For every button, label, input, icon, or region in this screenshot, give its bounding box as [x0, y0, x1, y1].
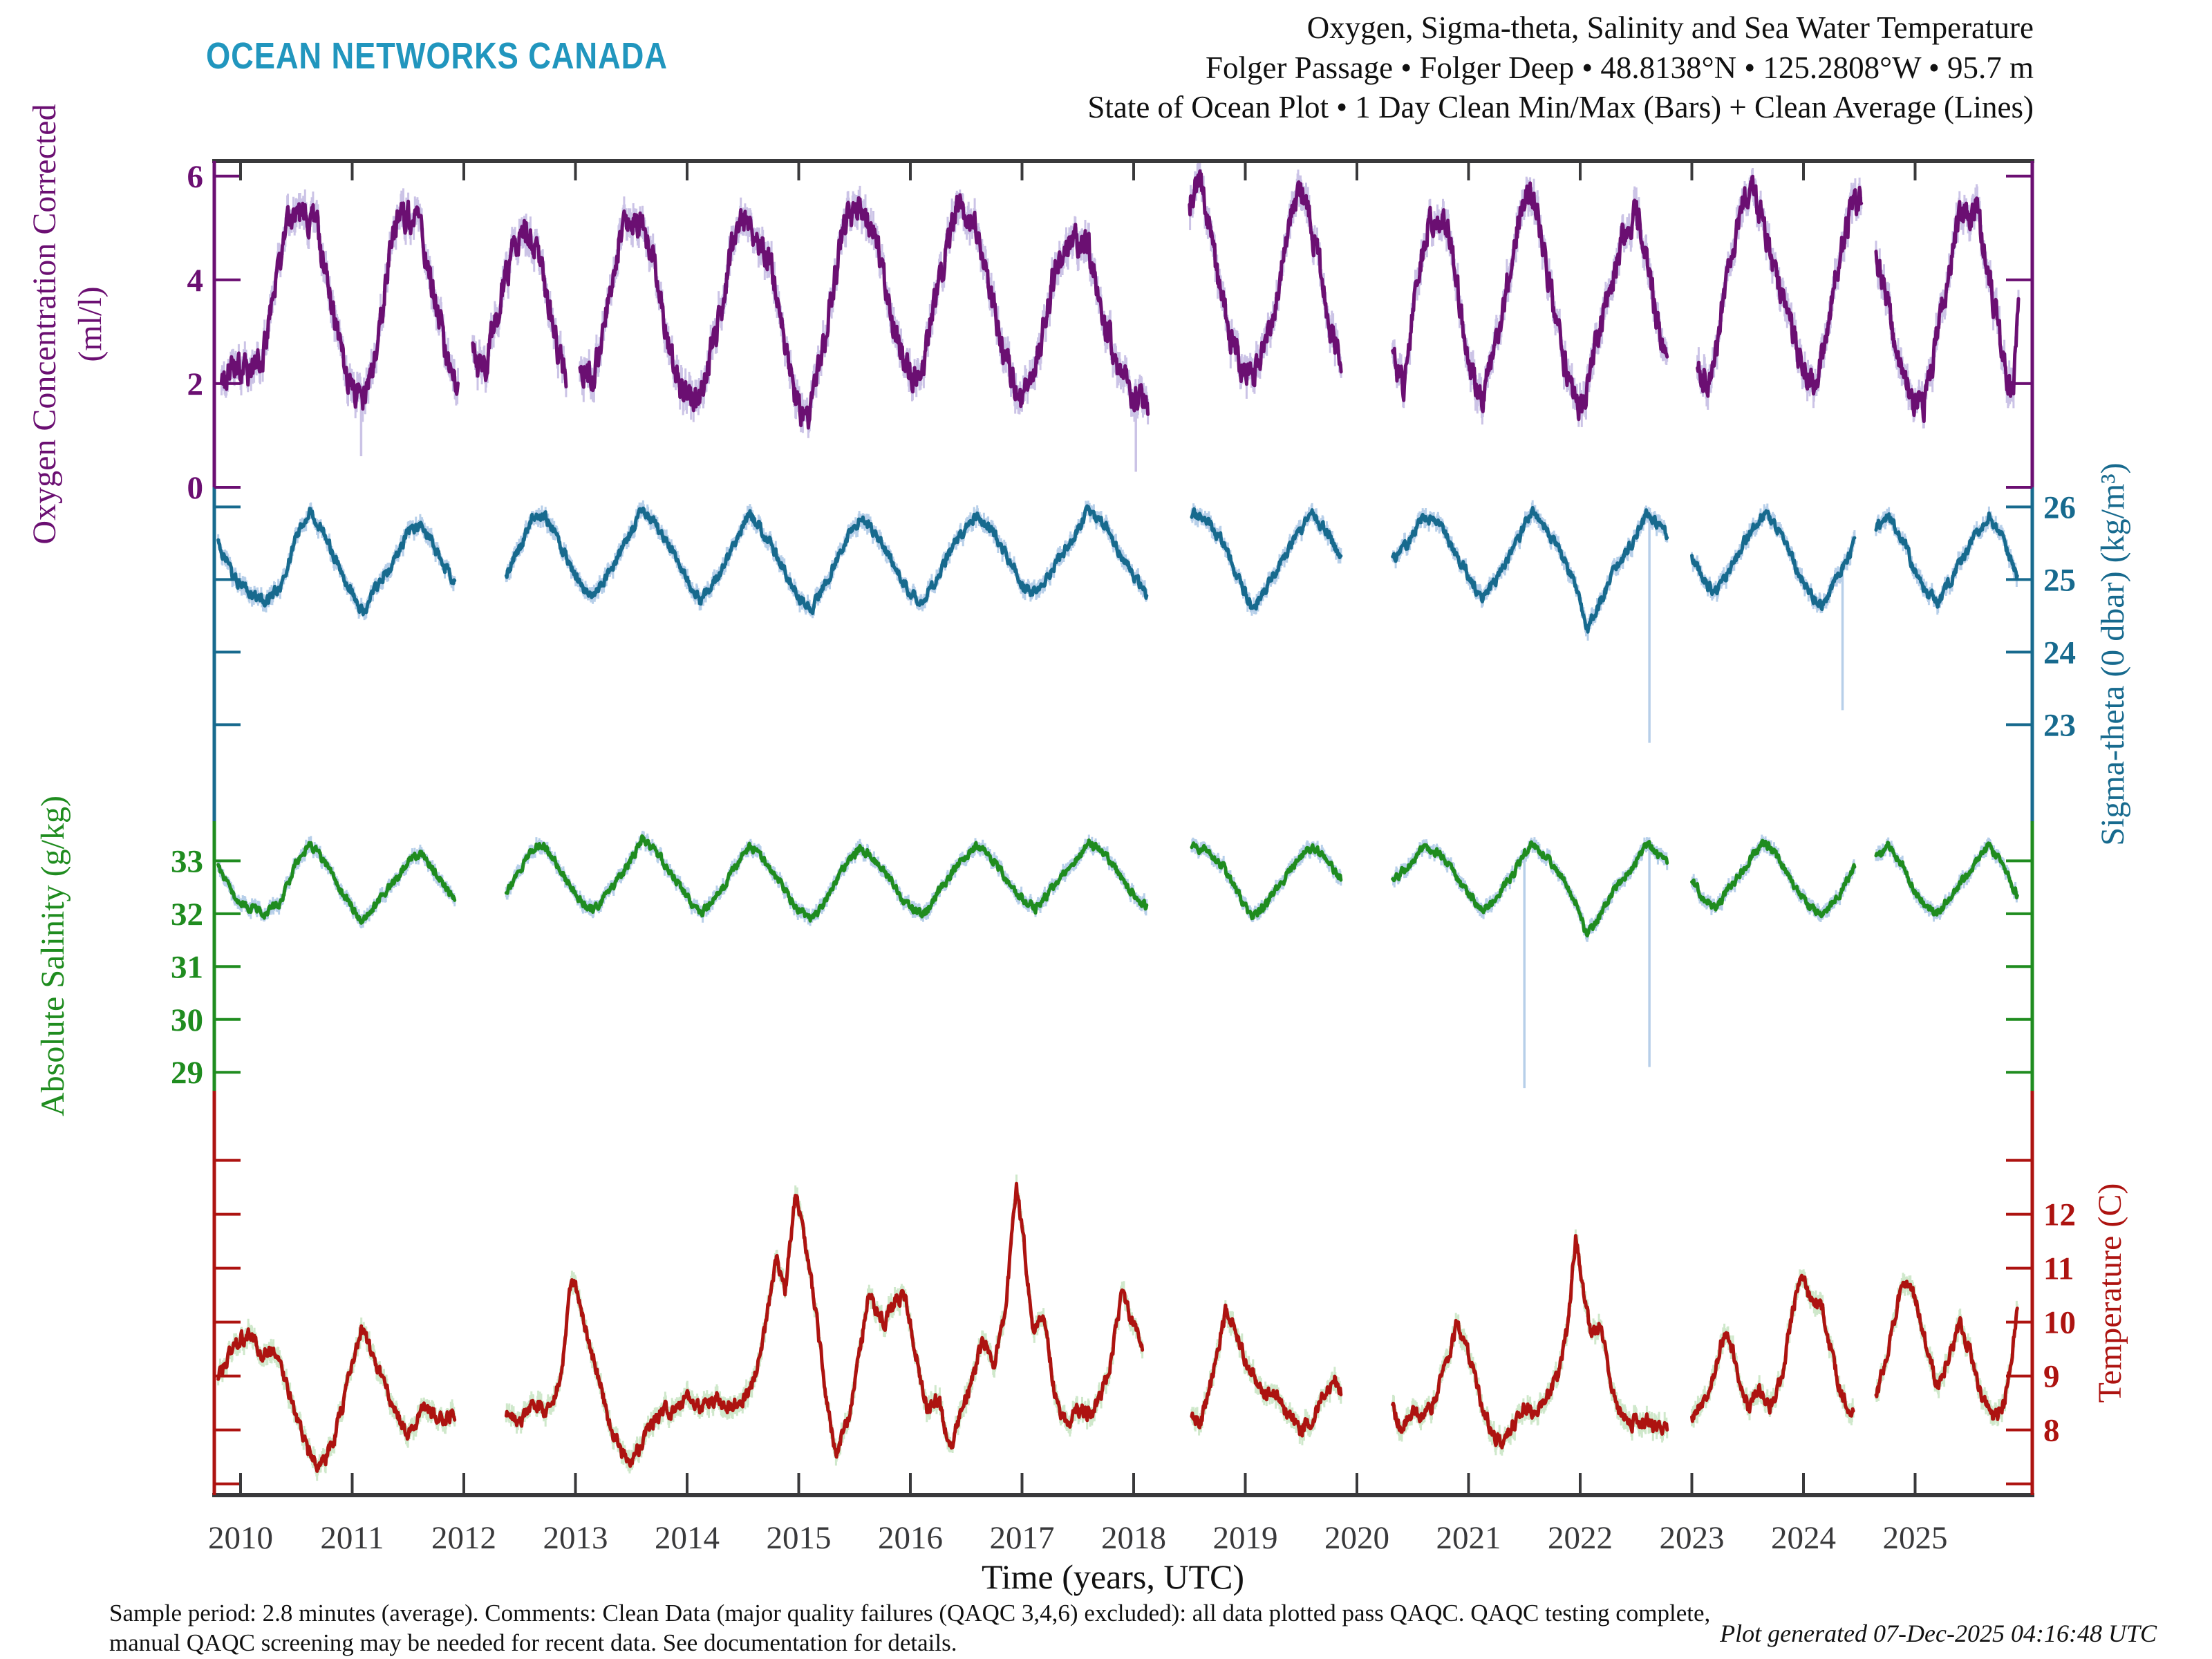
tick-label-oxygen: 0: [187, 470, 204, 506]
minmax-bars-temperature: [217, 1174, 2018, 1481]
axis-title-text-salinity: Absolute Salinity (g/kg): [35, 796, 71, 1116]
axis-title-temperature: Temperature (C): [2092, 1183, 2128, 1403]
tick-label-temperature: 10: [2043, 1305, 2076, 1341]
x-axis: 2010 2011 2012 2013 2014 2015 2016 2017 2018 2019…: [208, 161, 1948, 1596]
minmax-bars-sigma-theta: [217, 500, 2018, 641]
tick-label-salinity: 30: [171, 1002, 203, 1038]
plot-title-variables: Oxygen, Sigma-theta, Salinity and Sea Wa…: [1306, 10, 2034, 45]
axis-title-oxygen: (ml/l): [72, 286, 109, 362]
axis-title-text-temperature: Temperature (C): [2092, 1183, 2128, 1403]
year-label: 2025: [1883, 1520, 1948, 1556]
tick-label-salinity: 32: [171, 897, 203, 932]
series-oxygen: [220, 163, 2021, 472]
average-line-temperature: [216, 1181, 2019, 1473]
y-axis-oxygen: 6 4 2 0: [187, 159, 2032, 506]
tick-label-salinity: 31: [171, 949, 203, 985]
tick-label-salinity: 29: [171, 1055, 203, 1091]
qaqc-comments-line2: manual QAQC screening may be needed for …: [109, 1629, 957, 1657]
plot-title-location: Folger Passage • Folger Deep • 48.8138°N…: [1205, 50, 2034, 85]
year-label: 2013: [543, 1520, 608, 1556]
plot-frame: [212, 159, 2034, 1497]
plot-generated-timestamp: Plot generated 07-Dec-2025 04:16:48 UTC: [1720, 1620, 2157, 1647]
year-label: 2023: [1660, 1520, 1725, 1556]
average-line-oxygen: [220, 169, 2021, 430]
year-label: 2015: [767, 1520, 832, 1556]
year-label: 2020: [1324, 1520, 1389, 1556]
y-axis-temperature: 12 11 10 9 8: [214, 1159, 2076, 1485]
qaqc-comments: Sample period: 2.8 minutes (average). Co…: [109, 1598, 1710, 1658]
tick-label-temperature: 12: [2043, 1197, 2076, 1233]
year-label: 2010: [208, 1520, 273, 1556]
average-line-sigma-theta: [216, 504, 2019, 634]
x-axis-title: Time (years, UTC): [982, 1557, 1244, 1596]
tick-label-sigma-theta: 24: [2043, 635, 2076, 671]
tick-label-oxygen: 4: [187, 263, 204, 299]
axis-title-oxygen: Oxygen Concentration Corrected: [26, 104, 63, 544]
ocean-networks-canada-logo: OCEAN NETWORKS CANADA: [206, 35, 668, 77]
tick-label-temperature: 11: [2043, 1251, 2074, 1287]
year-label: 2019: [1213, 1520, 1278, 1556]
year-label: 2022: [1548, 1520, 1613, 1556]
tick-label-temperature: 8: [2043, 1413, 2060, 1449]
year-label: 2011: [320, 1520, 384, 1556]
year-label: 2016: [878, 1520, 943, 1556]
tick-label-oxygen: 2: [187, 366, 204, 402]
axis-title-salinity: Absolute Salinity (g/kg): [35, 796, 71, 1116]
series-temperature: [216, 1174, 2019, 1481]
year-label: 2021: [1436, 1520, 1501, 1556]
qaqc-comments-line1: Sample period: 2.8 minutes (average). Co…: [109, 1600, 1711, 1627]
y-axis-salinity: 33 32 31 30 29: [171, 843, 2032, 1091]
year-label: 2012: [431, 1520, 496, 1556]
tick-label-sigma-theta: 23: [2043, 707, 2076, 743]
series-salinity: [216, 830, 2019, 1089]
series-sigma-theta: [216, 500, 2019, 743]
axis-title-text-sigma-theta: Sigma-theta (0 dbar) (kg/m³): [2094, 462, 2131, 845]
tick-label-sigma-theta: 26: [2043, 489, 2076, 525]
minmax-bars-salinity: [217, 830, 2018, 942]
tick-label-salinity: 33: [171, 843, 203, 879]
year-label: 2017: [990, 1520, 1055, 1556]
series-layer: [216, 163, 2021, 1481]
average-line-salinity: [216, 834, 2019, 938]
plot-title-block: Oxygen, Sigma-theta, Salinity and Sea Wa…: [1087, 8, 2034, 128]
tick-label-oxygen: 6: [187, 159, 204, 195]
year-label: 2014: [655, 1520, 720, 1556]
tick-label-temperature: 9: [2043, 1359, 2060, 1395]
y-axis-sigma-theta: 26 25 24 23: [214, 489, 2076, 743]
year-label: 2024: [1771, 1520, 1836, 1556]
axis-title-text-oxygen: Oxygen Concentration Corrected: [26, 104, 63, 544]
year-label: 2018: [1101, 1520, 1166, 1556]
plot-title-type: State of Ocean Plot • 1 Day Clean Min/Ma…: [1087, 90, 2034, 125]
tick-label-sigma-theta: 25: [2043, 562, 2076, 598]
axis-title-sigma-theta: Sigma-theta (0 dbar) (kg/m³): [2094, 462, 2131, 845]
axis-title-text-oxygen: (ml/l): [72, 286, 109, 362]
